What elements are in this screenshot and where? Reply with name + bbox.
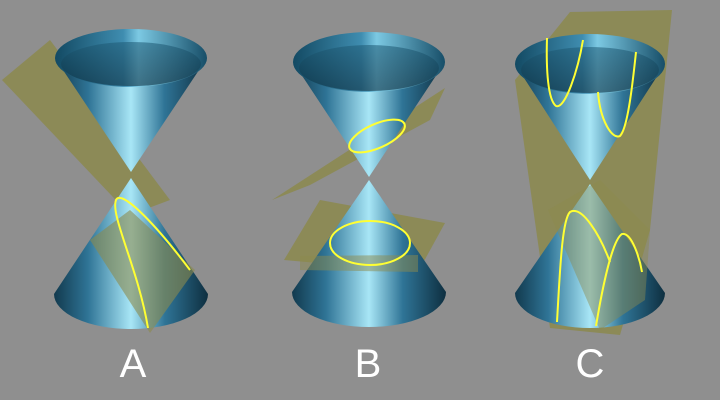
panel-label-c: C [575, 342, 605, 386]
upper-ellipse-curve [348, 118, 406, 154]
hyperbola-lower-branch-left [556, 210, 611, 323]
upper-nappe-b [293, 32, 445, 177]
panel-c [515, 10, 672, 335]
panel-label-a: A [119, 342, 147, 386]
panel-label-b: B [354, 342, 382, 386]
hyperbola-upper-branch-right [597, 51, 637, 138]
cutting-plane-a-front [90, 210, 195, 333]
upper-nappe-a [55, 29, 207, 172]
lower-circle-curve [329, 220, 411, 266]
parabola-curve [114, 197, 191, 329]
lower-nappe-b [292, 180, 446, 327]
hyperbola-upper-branch-left [545, 37, 584, 108]
panel-b [272, 32, 446, 327]
cutting-plane-a-back [2, 40, 170, 215]
lower-nappe-c [515, 184, 665, 328]
cutting-plane-c-front [548, 180, 650, 330]
panel-a [2, 29, 208, 333]
upper-nappe-c [515, 34, 665, 180]
hyperbola-lower-branch-right [595, 233, 643, 327]
